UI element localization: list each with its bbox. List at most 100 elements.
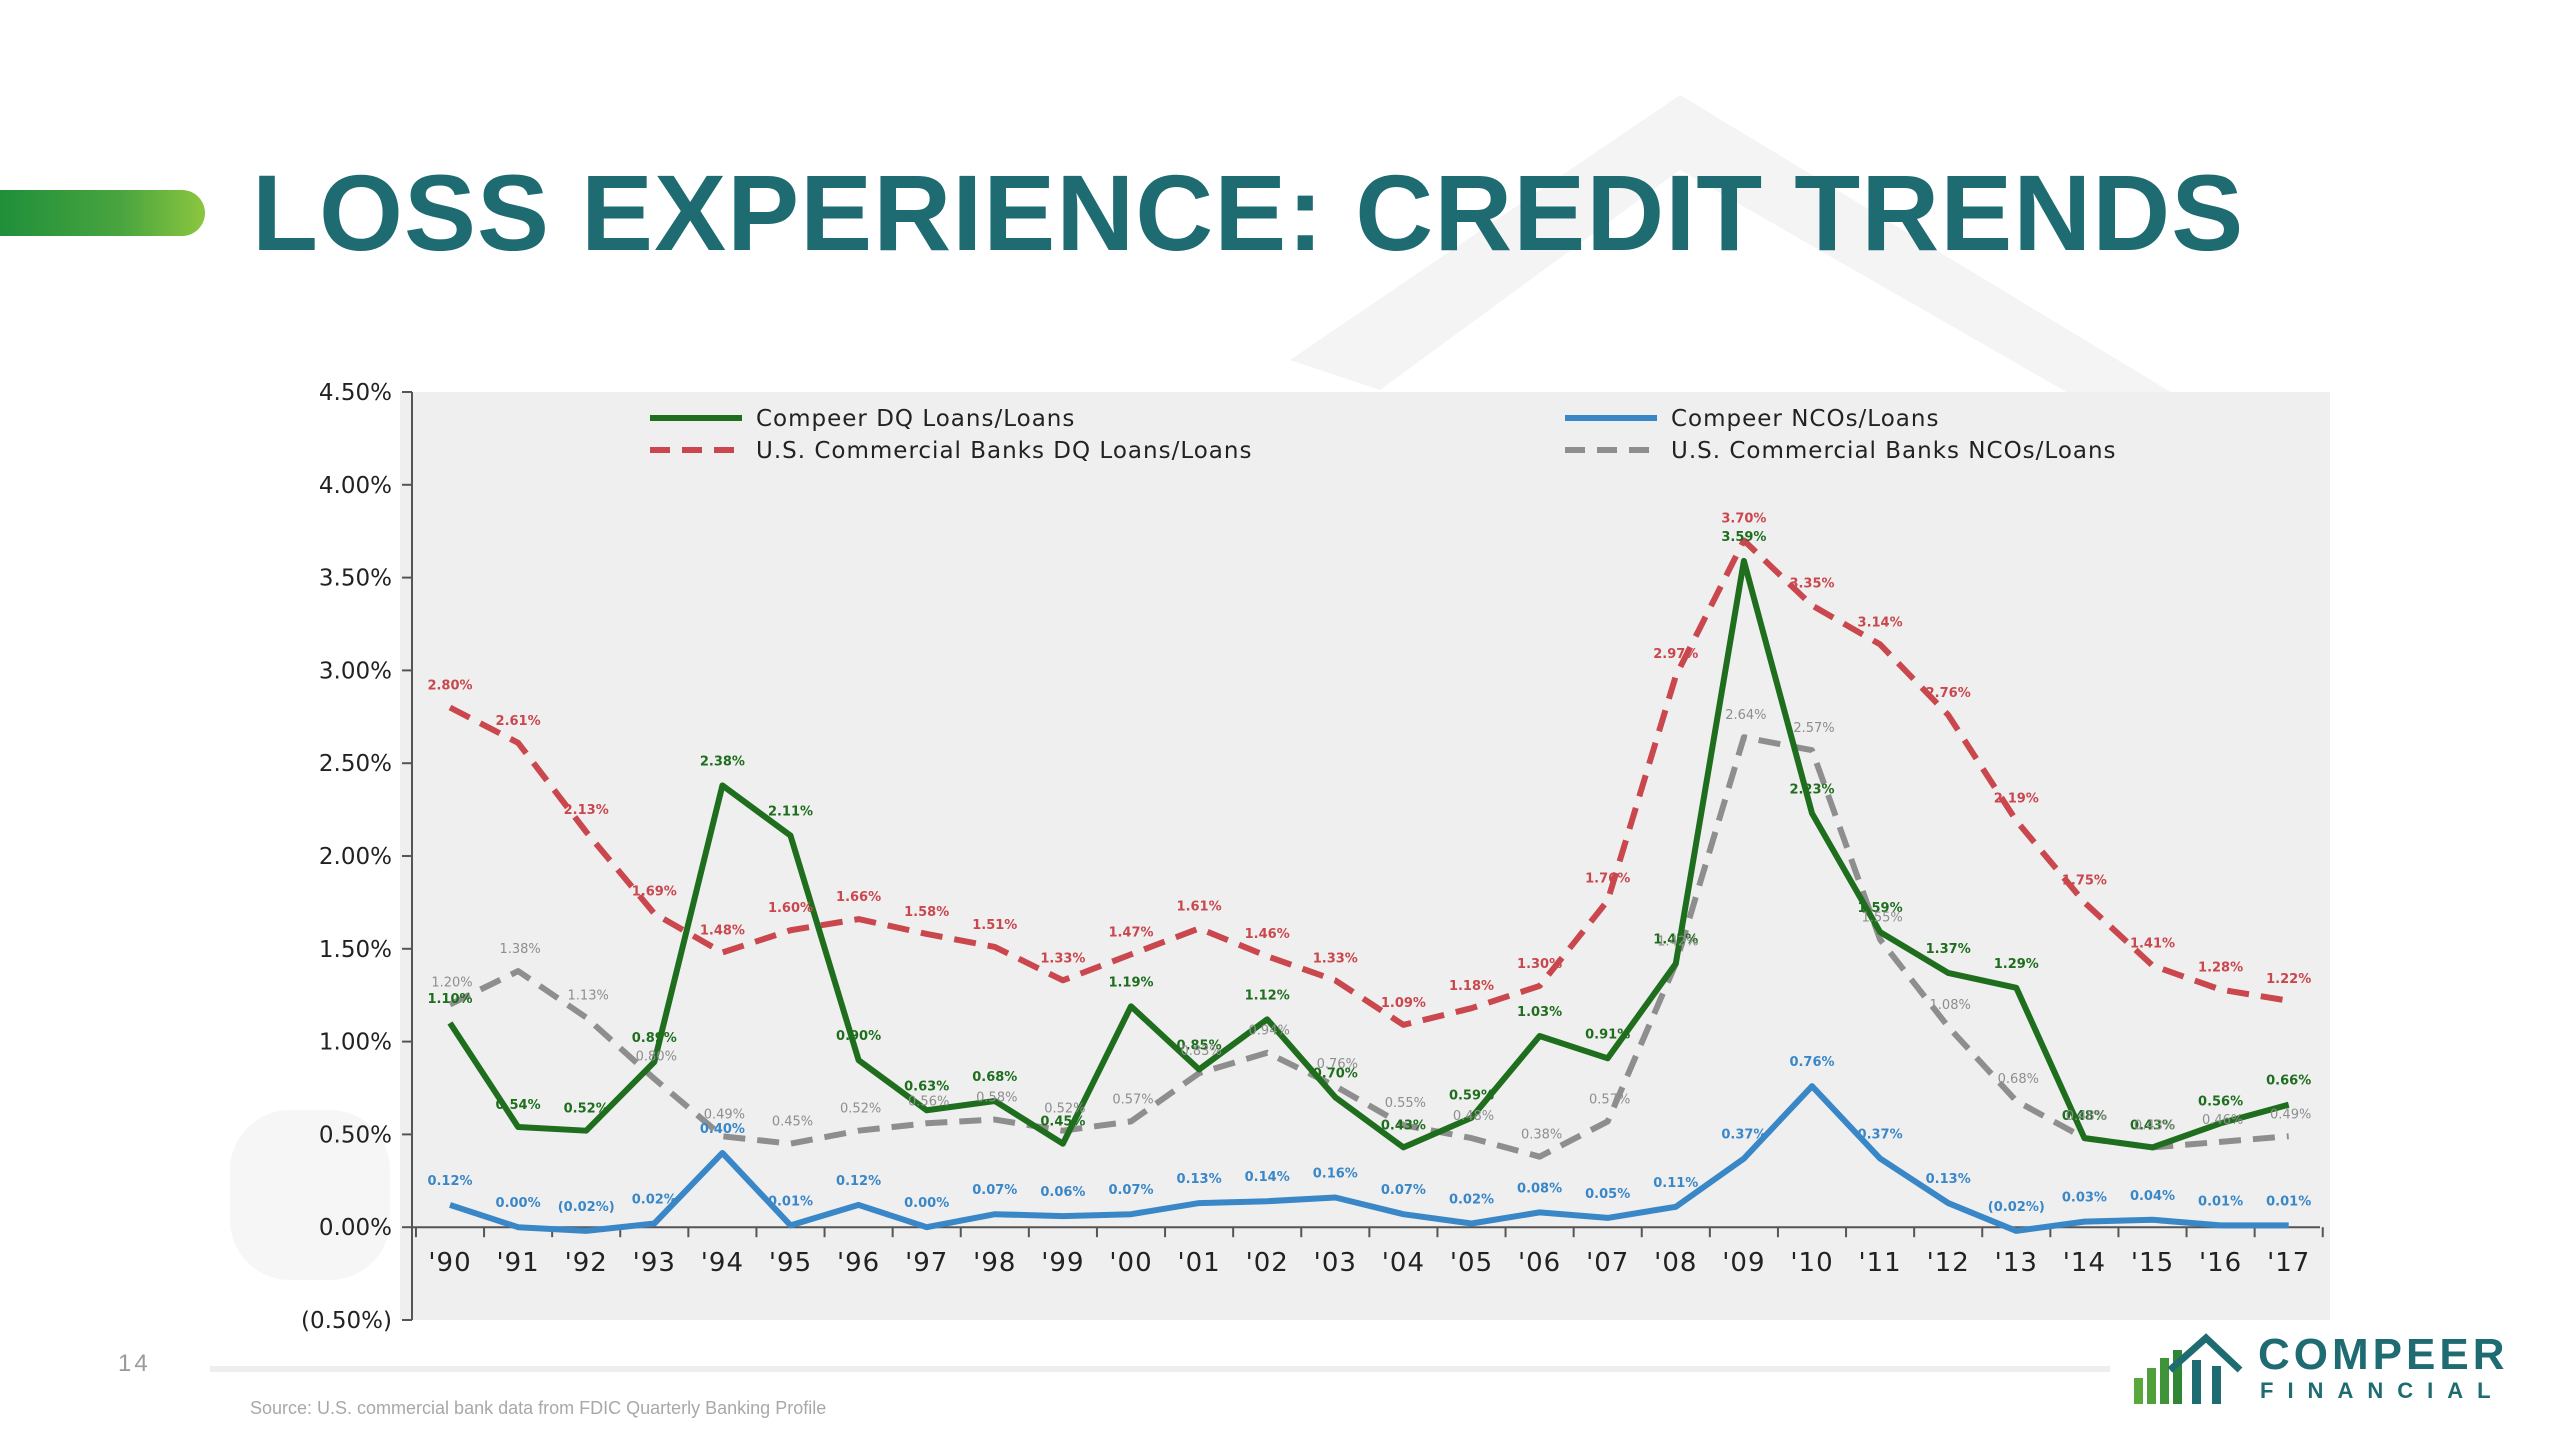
data-label: 1.41%: [2130, 937, 2175, 952]
x-tick-label: '98: [973, 1248, 1016, 1278]
x-tick-label: '05: [1450, 1248, 1493, 1278]
data-label: 1.66%: [836, 890, 881, 905]
compeer-logo: COMPEER FINANCIAL: [2130, 1330, 2490, 1410]
data-label: 1.10%: [427, 992, 472, 1007]
x-tick-label: '91: [496, 1248, 539, 1278]
data-label: 0.46%: [2202, 1113, 2243, 1128]
data-label: (0.02%): [1988, 1200, 2045, 1215]
data-label: 2.64%: [1725, 708, 1766, 723]
x-tick-label: '90: [428, 1248, 471, 1278]
x-tick-label: '17: [2267, 1248, 2310, 1278]
data-label: 0.43%: [1381, 1118, 1426, 1133]
data-label: 0.04%: [2130, 1189, 2175, 1204]
plot-area: [400, 392, 2330, 1320]
data-label: 0.16%: [1313, 1167, 1358, 1182]
x-tick-label: '93: [633, 1248, 676, 1278]
x-tick-label: '03: [1314, 1248, 1357, 1278]
data-label: 3.35%: [1789, 576, 1834, 591]
data-label: 1.55%: [1861, 911, 1902, 926]
x-tick-label: '10: [1790, 1248, 1833, 1278]
data-label: 0.07%: [972, 1183, 1017, 1198]
data-label: 1.12%: [1245, 988, 1290, 1003]
data-label: 0.08%: [1517, 1181, 1562, 1196]
data-label: 0.68%: [972, 1070, 1017, 1085]
data-label: 0.13%: [1177, 1172, 1222, 1187]
data-label: 2.61%: [496, 714, 541, 729]
data-label: 1.61%: [1177, 899, 1222, 914]
x-tick-label: '16: [2199, 1248, 2242, 1278]
data-label: 0.94%: [1249, 1024, 1290, 1039]
x-tick-label: '96: [837, 1248, 880, 1278]
data-label: 2.80%: [427, 679, 472, 694]
data-label: 1.69%: [632, 885, 677, 900]
data-label: 1.30%: [1517, 957, 1562, 972]
x-tick-label: '94: [701, 1248, 744, 1278]
data-label: 0.52%: [564, 1102, 609, 1117]
x-tick-label: '11: [1858, 1248, 1901, 1278]
y-tick-label: 2.50%: [319, 751, 392, 777]
data-label: 0.48%: [2066, 1109, 2107, 1124]
data-label: 1.20%: [431, 975, 472, 990]
x-tick-label: '07: [1586, 1248, 1629, 1278]
data-label: 0.80%: [636, 1050, 677, 1065]
data-label: 2.76%: [1926, 686, 1971, 701]
credit-trends-chart: 4.50% 4.00% 3.50% 3.00% 2.50% 2.00% 1.50% 1.00%…: [0, 0, 2560, 1440]
data-label: 3.59%: [1721, 530, 1766, 545]
x-tick-label: '01: [1177, 1248, 1220, 1278]
footer-divider: [210, 1366, 2110, 1372]
data-label: 1.37%: [1926, 942, 1971, 957]
legend-label: U.S. Commercial Banks DQ Loans/Loans: [756, 438, 1252, 464]
y-tick-label: (0.50%): [301, 1308, 392, 1334]
data-label: 1.47%: [1108, 925, 1153, 940]
data-label: 0.63%: [904, 1079, 949, 1094]
y-tick-label: 3.00%: [319, 658, 392, 684]
data-label: 0.13%: [1926, 1172, 1971, 1187]
data-label: 1.75%: [2062, 873, 2107, 888]
data-label: 1.09%: [1381, 996, 1426, 1011]
data-label: 0.37%: [1721, 1128, 1766, 1143]
x-tick-label: '97: [905, 1248, 948, 1278]
data-label: 0.91%: [1585, 1027, 1630, 1042]
data-label: 2.13%: [564, 803, 609, 818]
legend-label: Compeer NCOs/Loans: [1671, 406, 1939, 432]
data-label: 1.03%: [1517, 1005, 1562, 1020]
data-label: 0.66%: [2266, 1074, 2311, 1089]
data-label: 1.51%: [972, 918, 1017, 933]
data-label: 0.00%: [904, 1196, 949, 1211]
data-label: 0.02%: [632, 1192, 677, 1207]
x-tick-label: '09: [1722, 1248, 1765, 1278]
legend-label: Compeer DQ Loans/Loans: [756, 406, 1075, 432]
data-label: 0.54%: [496, 1098, 541, 1113]
data-label: 2.57%: [1793, 721, 1834, 736]
data-label: 0.48%: [1453, 1109, 1494, 1124]
x-tick-label: '08: [1654, 1248, 1697, 1278]
data-label: 1.22%: [2266, 972, 2311, 987]
data-label: 0.11%: [1653, 1176, 1698, 1191]
chart-svg: 4.50%4.00%3.50%3.00%2.50%2.00%1.50%1.00%…: [0, 0, 2560, 1440]
x-tick-label: '12: [1927, 1248, 1970, 1278]
data-label: 0.01%: [2198, 1194, 2243, 1209]
data-label: 0.45%: [772, 1115, 813, 1130]
data-label: 0.57%: [1589, 1092, 1630, 1107]
data-label: 0.05%: [1585, 1187, 1630, 1202]
x-tick-label: '99: [1041, 1248, 1084, 1278]
data-label: 0.38%: [1521, 1128, 1562, 1143]
y-tick-label: 1.50%: [319, 937, 392, 963]
data-label: 3.70%: [1721, 511, 1766, 526]
data-label: 0.00%: [496, 1196, 541, 1211]
data-label: 2.38%: [700, 754, 745, 769]
y-tick-label: 0.00%: [319, 1215, 392, 1241]
data-label: 1.58%: [904, 905, 949, 920]
data-label: 1.46%: [1245, 927, 1290, 942]
logo-name: COMPEER: [2258, 1330, 2508, 1380]
data-label: 2.19%: [1994, 792, 2039, 807]
data-label: 0.56%: [2198, 1094, 2243, 1109]
x-tick-label: '92: [565, 1248, 608, 1278]
logo-mark-icon: [2130, 1330, 2250, 1410]
data-label: 2.97%: [1653, 647, 1698, 662]
data-label: 0.12%: [836, 1174, 881, 1189]
data-label: 0.40%: [700, 1122, 745, 1137]
data-label: 0.01%: [768, 1194, 813, 1209]
data-label: 0.76%: [1317, 1057, 1358, 1072]
y-tick-label: 1.00%: [319, 1030, 392, 1056]
